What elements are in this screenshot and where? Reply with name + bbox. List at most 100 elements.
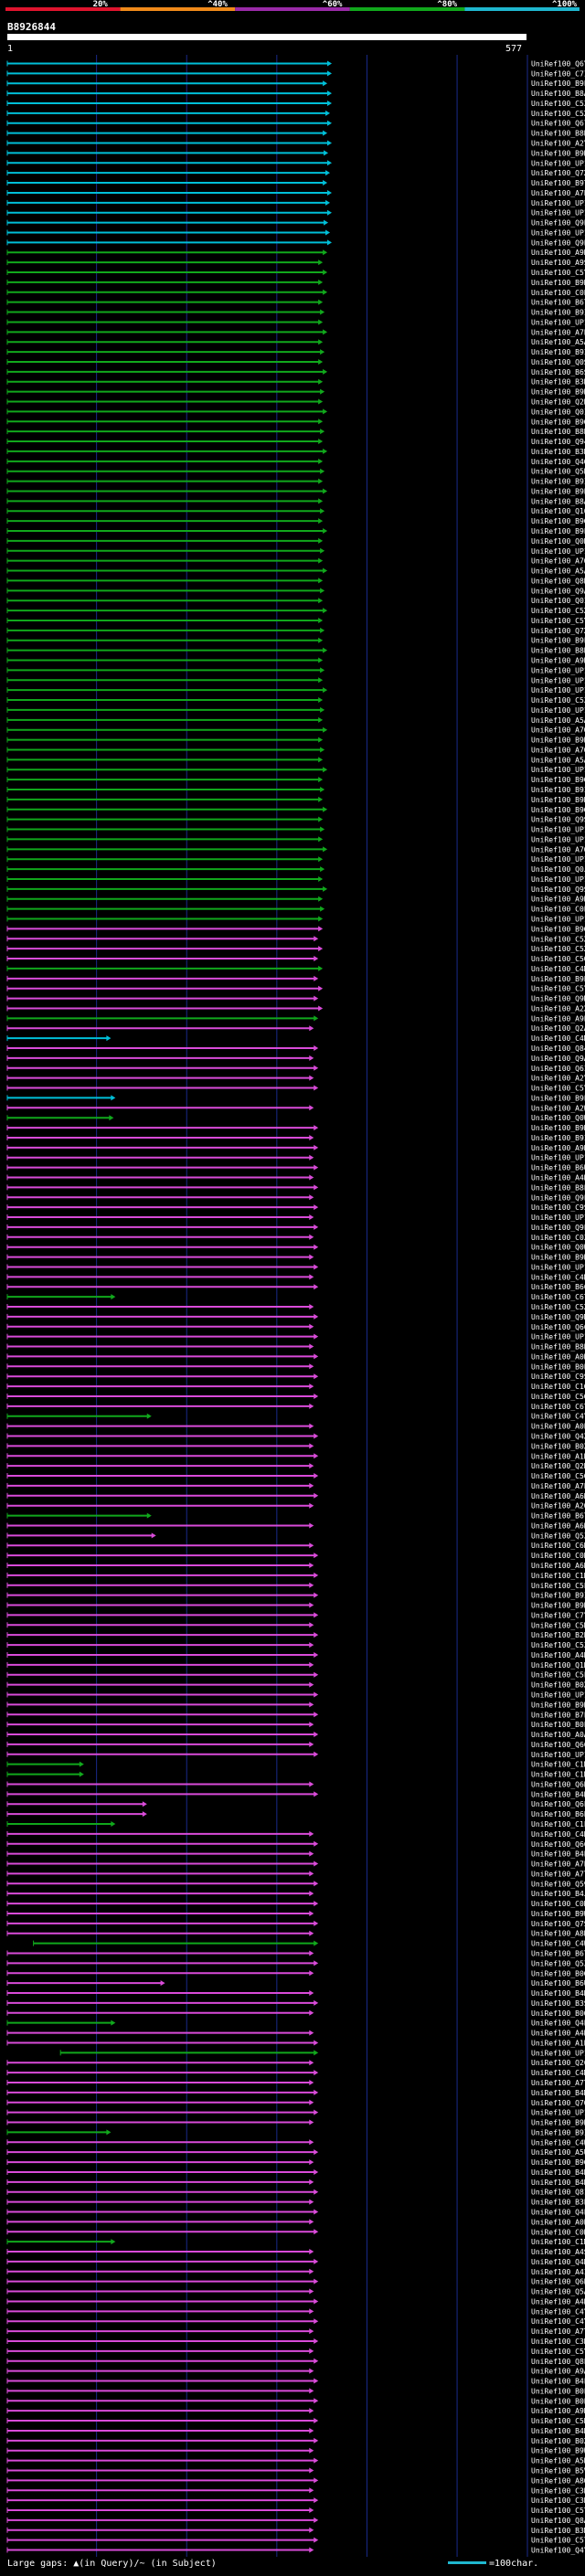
row-label[interactable]: UniRef100_C5XXA2 [531,607,585,615]
row-label[interactable]: UniRef100_A8NH83 [531,1930,585,1938]
row-label[interactable]: UniRef100_B4MXH8 [531,2089,585,2097]
row-label[interactable]: UniRef100_C0PRP9 [531,906,585,914]
row-label[interactable]: UniRef100_C6THI0 [531,1293,585,1301]
row-label[interactable]: UniRef100_UP1000... [531,1263,585,1271]
row-label[interactable]: UniRef100_B4RL32 [531,2168,585,2177]
row-label[interactable]: UniRef100_UP1000... [531,666,585,674]
row-label[interactable]: UniRef100_C5Y7N4 [531,269,585,277]
row-label[interactable]: UniRef100_Q2A579 [531,1024,585,1033]
row-label[interactable]: UniRef100_Q4YBR1 [531,2547,585,2555]
row-label[interactable]: UniRef100_Q9FEC9 [531,1193,585,1202]
row-label[interactable]: UniRef100_Q9AR93 [531,587,585,595]
row-label[interactable]: UniRef100_B9RB11 [531,1701,585,1709]
row-label[interactable]: UniRef100_A1DHJ7 [531,1452,585,1460]
row-label[interactable]: UniRef100_B8LNH8 [531,1183,585,1192]
row-label[interactable]: UniRef100_Q67UZ7 [531,120,585,128]
row-label[interactable]: UniRef100_C1G1C1 [531,1383,585,1391]
row-label[interactable]: UniRef100_B0GKG7 [531,1969,585,1977]
row-label[interactable]: UniRef100_B8AWH6 [531,497,585,505]
row-label[interactable]: UniRef100_UP1000... [531,676,585,684]
row-label[interactable]: UniRef100_B9G392 [531,517,585,525]
row-label[interactable]: UniRef100_B9RDF4 [531,2119,585,2127]
row-label[interactable]: UniRef100_C5Z7E5 [531,100,585,108]
row-label[interactable]: UniRef100_B4HG56 [531,2178,585,2187]
row-label[interactable]: UniRef100_B4JT10 [531,1890,585,1898]
row-label[interactable]: UniRef100_B6C0Z5 [531,1283,585,1291]
row-label[interactable]: UniRef100_Q4PHA3 [531,2019,585,2028]
row-label[interactable]: UniRef100_A9SBZ9 [531,259,585,267]
row-label[interactable]: UniRef100_B0FJ71 [531,2387,585,2395]
row-label[interactable]: UniRef100_C4WY12 [531,2138,585,2147]
row-label[interactable]: UniRef100_Q9LJM2 [531,239,585,247]
row-label[interactable]: UniRef100_B4N8P4 [531,1790,585,1798]
row-label[interactable]: UniRef100_C4M4F4 [531,1034,585,1043]
row-label[interactable]: UniRef100_Q0I8R2 [531,408,585,416]
row-label[interactable]: UniRef100_Q59SC1 [531,1880,585,1888]
row-label[interactable]: UniRef100_C4Y4E2 [531,2317,585,2326]
row-label[interactable]: UniRef100_B9FJU3 [531,637,585,645]
row-label[interactable]: UniRef100_C5Q6B9 [531,955,585,963]
row-label[interactable]: UniRef100_Q1DX12 [531,1661,585,1670]
row-label[interactable]: UniRef100_A9RD14 [531,896,585,904]
row-label[interactable]: UniRef100_UP1000... [531,835,585,843]
row-label[interactable]: UniRef100_C5TA05 [531,2537,585,2545]
row-label[interactable]: UniRef100_C4R9V6 [531,1830,585,1839]
row-label[interactable]: UniRef100_A0DEY6 [531,1352,585,1361]
row-label[interactable]: UniRef100_C5FV44 [531,1582,585,1590]
row-label[interactable]: UniRef100_B2B240 [531,1631,585,1639]
row-label[interactable]: UniRef100_UP1000... [531,199,585,207]
row-label[interactable]: UniRef100_Q9SUD9 [531,885,585,894]
row-label[interactable]: UniRef100_C5YNU7 [531,2348,585,2356]
row-label[interactable]: UniRef100_B4FEF1 [531,2378,585,2386]
row-label[interactable]: UniRef100_A5AZC6 [531,338,585,346]
row-label[interactable]: UniRef100_A2XS50 [531,1004,585,1012]
row-label[interactable]: UniRef100_C3RU67 [531,2486,585,2495]
row-label[interactable]: UniRef100_B9W8S0 [531,1910,585,1918]
row-label[interactable]: UniRef100_A8Q2Z7 [531,2476,585,2485]
row-label[interactable]: UniRef100_C0Z339 [531,1234,585,1242]
row-label[interactable]: UniRef100_UP1000... [531,875,585,884]
row-label[interactable]: UniRef100_B9GKB8 [531,776,585,784]
row-label[interactable]: UniRef100_B8BRR4 [531,1343,585,1352]
row-label[interactable]: UniRef100_B3H405 [531,378,585,387]
row-label[interactable]: UniRef100_B9HGT0 [531,149,585,157]
row-label[interactable]: UniRef100_UP1000... [531,1214,585,1222]
row-label[interactable]: UniRef100_Q9FJC9 [531,1224,585,1232]
row-label[interactable]: UniRef100_C0PIF2 [531,289,585,297]
row-label[interactable]: UniRef100_B9RPK6 [531,1602,585,1610]
row-label[interactable]: UniRef100_C7YZ09 [531,1611,585,1619]
row-label[interactable]: UniRef100_Q8RX24 [531,577,585,585]
row-label[interactable]: UniRef100_B9F1R3 [531,1094,585,1102]
row-label[interactable]: UniRef100_B6U867 [531,1979,585,1988]
row-label[interactable]: UniRef100_A7QM23 [531,726,585,735]
row-label[interactable]: UniRef100_A5AV14 [531,756,585,764]
row-label[interactable]: UniRef100_C4YNL3 [531,2307,585,2316]
row-label[interactable]: UniRef100_A7P2W5 [531,189,585,197]
row-label[interactable]: UniRef100_B6U611 [531,1164,585,1172]
row-label[interactable]: UniRef100_UP1000... [531,766,585,774]
row-label[interactable]: UniRef100_B9I9T0 [531,478,585,486]
row-label[interactable]: UniRef100_B9GFY8 [531,806,585,814]
row-label[interactable]: UniRef100_C0HF24 [531,2228,585,2236]
row-label[interactable]: UniRef100_B3MD86 [531,2527,585,2535]
row-label[interactable]: UniRef100_Q9LMA1 [531,219,585,228]
row-label[interactable]: UniRef100_UP1000... [531,318,585,326]
row-label[interactable]: UniRef100_UP1000... [531,159,585,167]
row-label[interactable]: UniRef100_C3RU67 [531,2496,585,2505]
row-label[interactable]: UniRef100_Q4DV91 [531,2258,585,2266]
row-label[interactable]: UniRef100_Q7XUU7 [531,169,585,177]
row-label[interactable]: UniRef100_C9SVH9 [531,1373,585,1381]
row-label[interactable]: UniRef100_Q6BB08 [531,1780,585,1788]
row-label[interactable]: UniRef100_Q0SRY2 [531,358,585,366]
row-label[interactable]: UniRef100_Q0I2B6 [531,597,585,605]
row-label[interactable]: UniRef100_A6RJL4 [531,1521,585,1530]
row-label[interactable]: UniRef100_A6RZB3 [531,1562,585,1570]
row-label[interactable]: UniRef100_B9G808 [531,418,585,426]
row-label[interactable]: UniRef100_B9I5Q5 [531,1134,585,1142]
row-label[interactable]: UniRef100_B8B4R7 [531,130,585,138]
row-label[interactable]: UniRef100_UP1000... [531,2049,585,2057]
row-label[interactable]: UniRef100_A4RU48 [531,1651,585,1659]
row-label[interactable]: UniRef100_B9IF94 [531,348,585,356]
row-label[interactable]: UniRef100_A9AE00 [531,2368,585,2376]
row-label[interactable]: UniRef100_C9SE55 [531,1203,585,1212]
